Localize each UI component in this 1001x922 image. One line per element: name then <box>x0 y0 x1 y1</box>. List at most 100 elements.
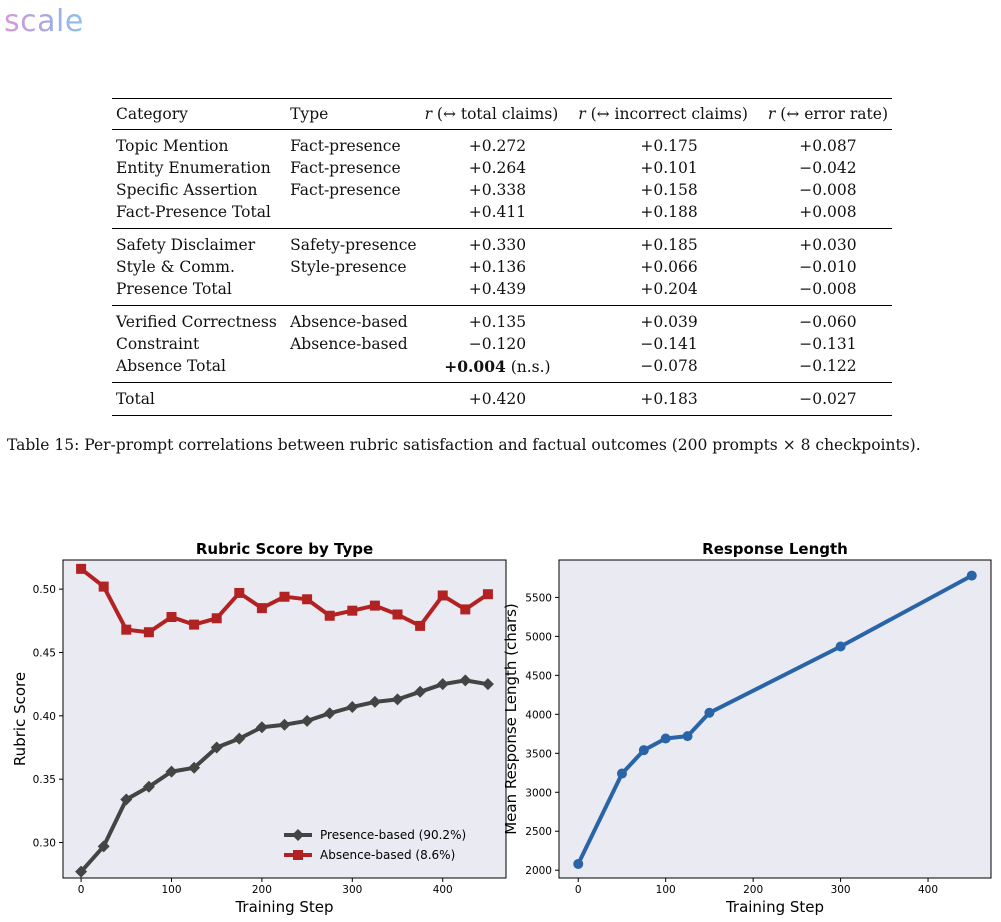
data-point <box>234 587 245 598</box>
cell-total: +0.420 <box>468 390 527 408</box>
cell-error: −0.131 <box>799 335 857 353</box>
cell-type: Fact-presence <box>290 159 401 177</box>
cell-error: −0.010 <box>799 258 857 276</box>
header-type: Type <box>290 105 329 123</box>
data-point <box>121 624 132 635</box>
table-header-row: Category Type r (↔ total claims) r (↔ in… <box>112 98 892 130</box>
table-row: Specific Assertion Fact-presence +0.338 … <box>112 179 892 201</box>
cell-error: −0.060 <box>799 313 857 331</box>
cell-type: Safety-presence <box>290 236 417 254</box>
cell-type: Fact-presence <box>290 137 401 155</box>
table-row: Style & Comm. Style-presence +0.136 +0.0… <box>112 256 892 278</box>
chart-legend: Presence-based (90.2%) Absence-based (8.6… <box>284 828 466 862</box>
cell-total: +0.264 <box>468 159 527 177</box>
data-point <box>324 610 335 621</box>
cell-type: Style-presence <box>290 258 407 276</box>
cell-total: +0.330 <box>468 236 527 254</box>
data-point <box>436 678 449 691</box>
group-presence: Safety Disclaimer Safety-presence +0.330… <box>112 229 892 306</box>
table-row: Entity Enumeration Fact-presence +0.264 … <box>112 157 892 179</box>
cell-error: −0.008 <box>799 181 857 199</box>
cell-category: Fact-Presence Total <box>116 203 271 221</box>
chart-title: Response Length <box>702 540 848 558</box>
data-point <box>302 594 313 605</box>
table-row-total: Total +0.420 +0.183 −0.027 <box>112 383 892 416</box>
y-axis-label: Rubric Score <box>11 672 29 766</box>
cell-incorrect: +0.039 <box>640 313 698 331</box>
cell-category: Absence Total <box>116 357 226 375</box>
data-point <box>97 840 110 853</box>
data-point <box>256 603 267 614</box>
legend-label: Presence-based (90.2%) <box>320 828 466 842</box>
table-row: Safety Disclaimer Safety-presence +0.330… <box>112 229 892 257</box>
data-point <box>573 858 584 869</box>
data-point <box>660 733 671 744</box>
data-point <box>616 768 627 779</box>
x-tick-label: 0 <box>575 884 582 896</box>
data-point <box>704 707 715 718</box>
group-absence: Verified Correctness Absence-based +0.13… <box>112 306 892 383</box>
y-tick-label: 0.50 <box>33 584 56 596</box>
x-tick-label: 200 <box>252 884 272 896</box>
x-tick-label: 400 <box>918 884 938 896</box>
x-tick-label: 300 <box>342 884 362 896</box>
y-tick-label: 2000 <box>525 865 552 877</box>
series-line <box>576 573 973 865</box>
data-point <box>482 589 493 600</box>
cell-error: +0.008 <box>799 203 857 221</box>
y-tick-label: 2500 <box>525 826 552 838</box>
x-tick-label: 400 <box>433 884 453 896</box>
data-point <box>368 695 381 708</box>
cell-total: +0.004 (n.s.) <box>421 355 575 383</box>
cell-type: Fact-presence <box>290 181 401 199</box>
correlation-table: Category Type r (↔ total claims) r (↔ in… <box>112 98 892 416</box>
table-row: Constraint Absence-based −0.120 −0.141 −… <box>112 333 892 355</box>
cell-incorrect: +0.175 <box>640 137 698 155</box>
cell-incorrect: +0.066 <box>640 258 698 276</box>
y-tick-label: 5000 <box>525 631 552 643</box>
cell-total: +0.439 <box>468 280 527 298</box>
cell-category: Entity Enumeration <box>116 159 271 177</box>
header-error-rate: r (↔ error rate) <box>767 105 888 123</box>
cell-category: Presence Total <box>116 280 232 298</box>
cell-total: +0.272 <box>468 137 527 155</box>
data-point <box>279 591 290 602</box>
cell-incorrect: +0.204 <box>640 280 698 298</box>
table-row-subtotal: Fact-Presence Total +0.411 +0.188 +0.008 <box>112 201 892 229</box>
cell-category: Constraint <box>116 335 200 353</box>
plot-area <box>558 559 992 879</box>
chart-1: Rubric Score by Type 0 100 200 300 400 0.30 0.3… <box>11 540 507 916</box>
group-total: Total +0.420 +0.183 −0.027 <box>112 383 892 416</box>
data-point <box>966 570 977 581</box>
data-point <box>166 612 177 623</box>
legend-marker <box>292 829 304 841</box>
data-point <box>481 678 494 691</box>
cell-incorrect: +0.101 <box>640 159 698 177</box>
cell-category: Verified Correctness <box>116 313 277 331</box>
data-point <box>143 627 154 638</box>
scale-logo: scale <box>4 4 84 39</box>
data-point <box>301 714 314 727</box>
data-point <box>346 700 359 713</box>
data-point <box>75 865 88 878</box>
data-point <box>165 765 178 778</box>
data-point <box>460 604 471 615</box>
y-tick-label: 3500 <box>525 748 552 760</box>
cell-error: +0.030 <box>799 236 857 254</box>
table-row: Verified Correctness Absence-based +0.13… <box>112 306 892 334</box>
data-point <box>415 620 426 631</box>
data-point <box>120 793 133 806</box>
cell-type: Absence-based <box>290 335 408 353</box>
y-tick-label: 3000 <box>525 787 552 799</box>
data-point <box>459 674 472 687</box>
cell-incorrect: −0.078 <box>640 357 698 375</box>
cell-incorrect: +0.158 <box>640 181 698 199</box>
cell-incorrect: +0.188 <box>640 203 698 221</box>
table-caption: Table 15: Per-prompt correlations betwee… <box>7 436 921 454</box>
cell-type: Absence-based <box>290 313 408 331</box>
cell-category: Topic Mention <box>116 137 229 155</box>
cell-category: Specific Assertion <box>116 181 258 199</box>
data-point <box>211 613 222 624</box>
y-tick-label: 0.35 <box>33 774 56 786</box>
